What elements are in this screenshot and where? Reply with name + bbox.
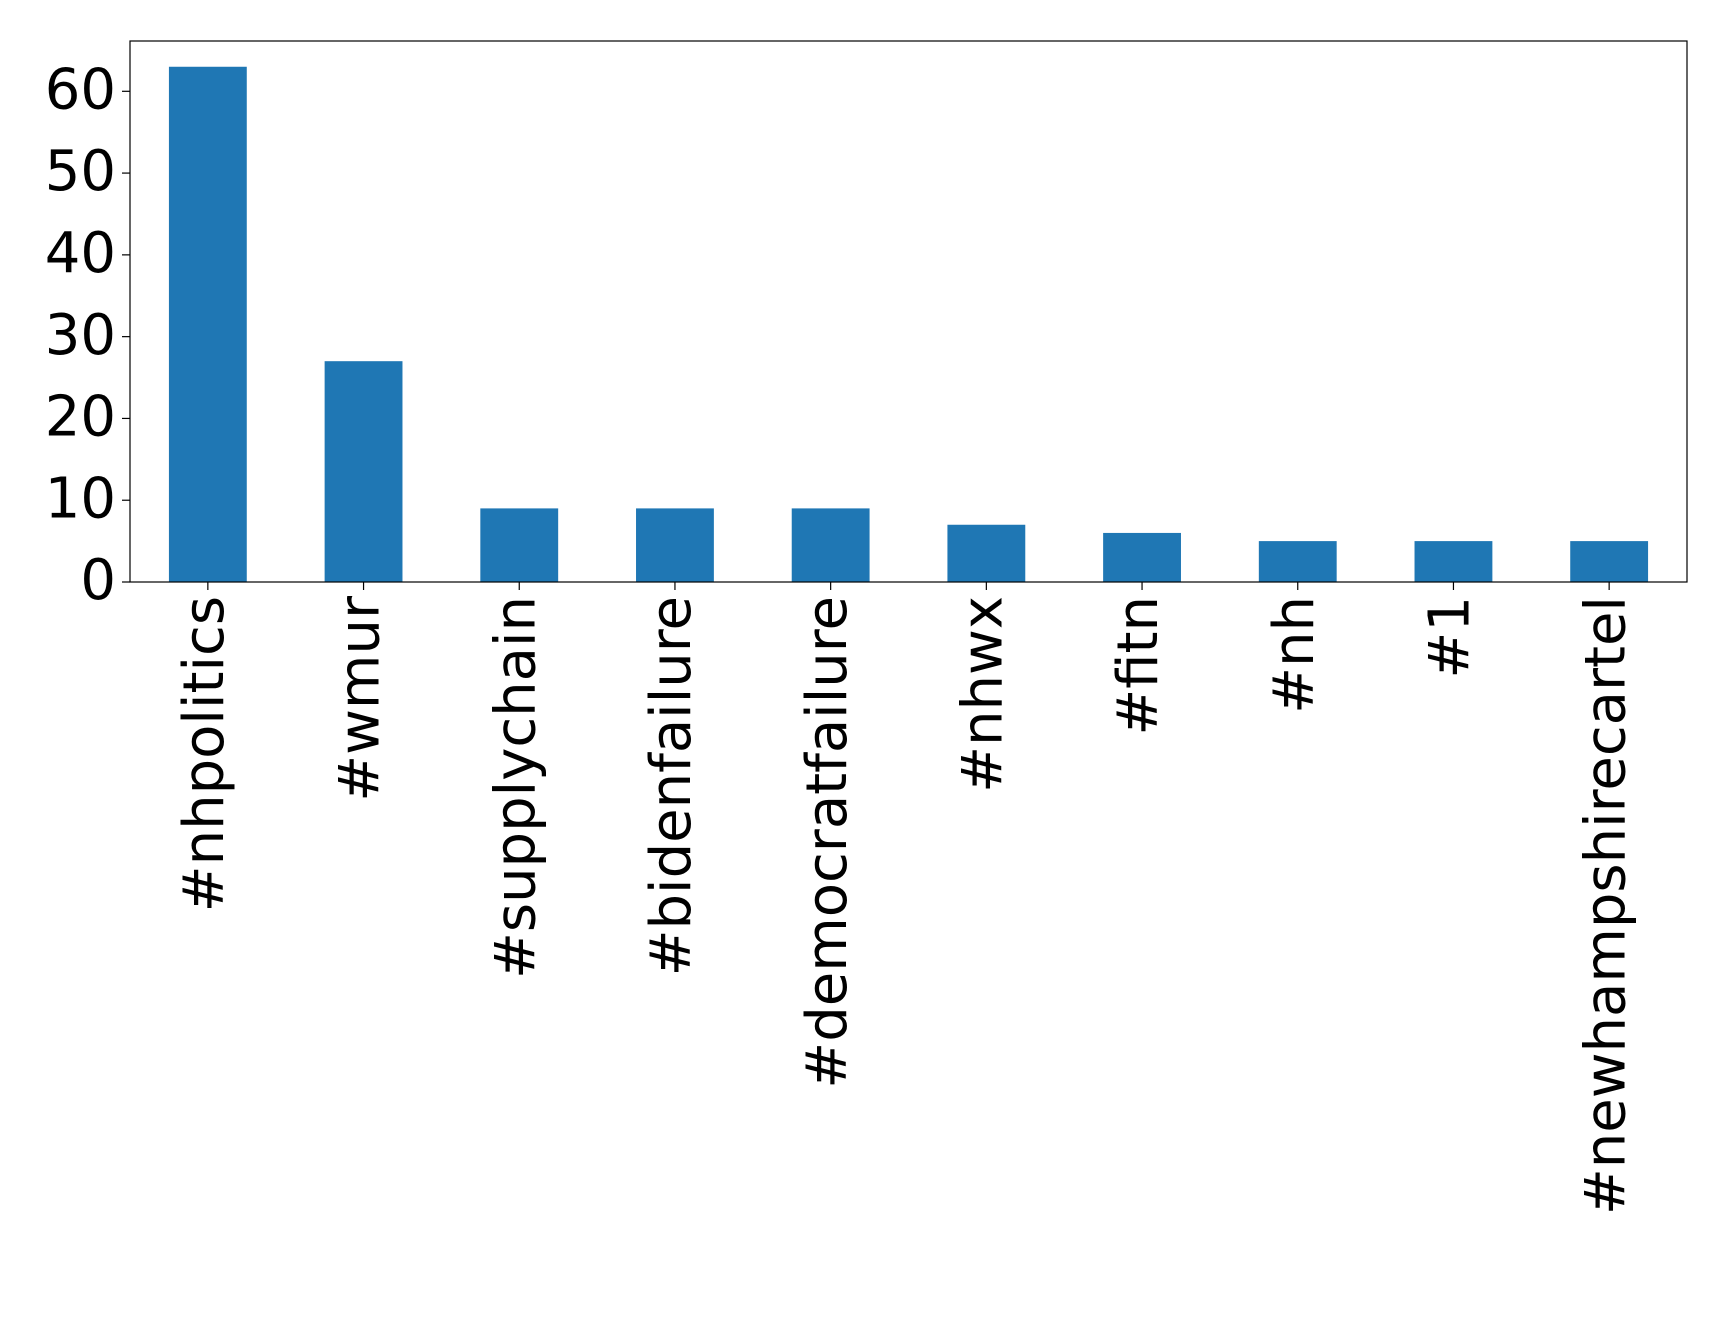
x-tick-label: #newhampshirecartel [1573,596,1638,1215]
x-tick-label: #democratfailure [795,596,860,1089]
y-tick-label: 0 [80,548,116,613]
bar [168,66,247,582]
y-tick-label: 40 [45,221,116,286]
bar [1570,541,1649,582]
y-tick-label: 30 [45,303,116,368]
bar [1414,541,1493,582]
bar [1103,532,1181,582]
bar [480,508,559,582]
x-tick-label: #1 [1418,596,1483,679]
plot-frame [129,40,1688,583]
x-tick-label: #supplychain [483,596,548,979]
bar [636,508,714,582]
x-tick-label: #wmur [328,595,393,802]
x-tick-label: #nhpolitics [172,596,237,912]
y-tick-label: 60 [45,57,116,122]
bar [947,524,1026,582]
x-tick-label: #nhwx [950,596,1015,793]
bar [1258,541,1337,582]
y-tick-label: 10 [45,466,116,531]
x-tick-label: #fitn [1106,596,1171,736]
x-tick-label: #bidenfailure [639,596,704,976]
y-tick-label: 20 [45,385,116,450]
bar [791,508,870,582]
y-tick-label: 50 [45,139,116,204]
x-tick-label: #nh [1262,596,1327,714]
bar [324,361,403,582]
